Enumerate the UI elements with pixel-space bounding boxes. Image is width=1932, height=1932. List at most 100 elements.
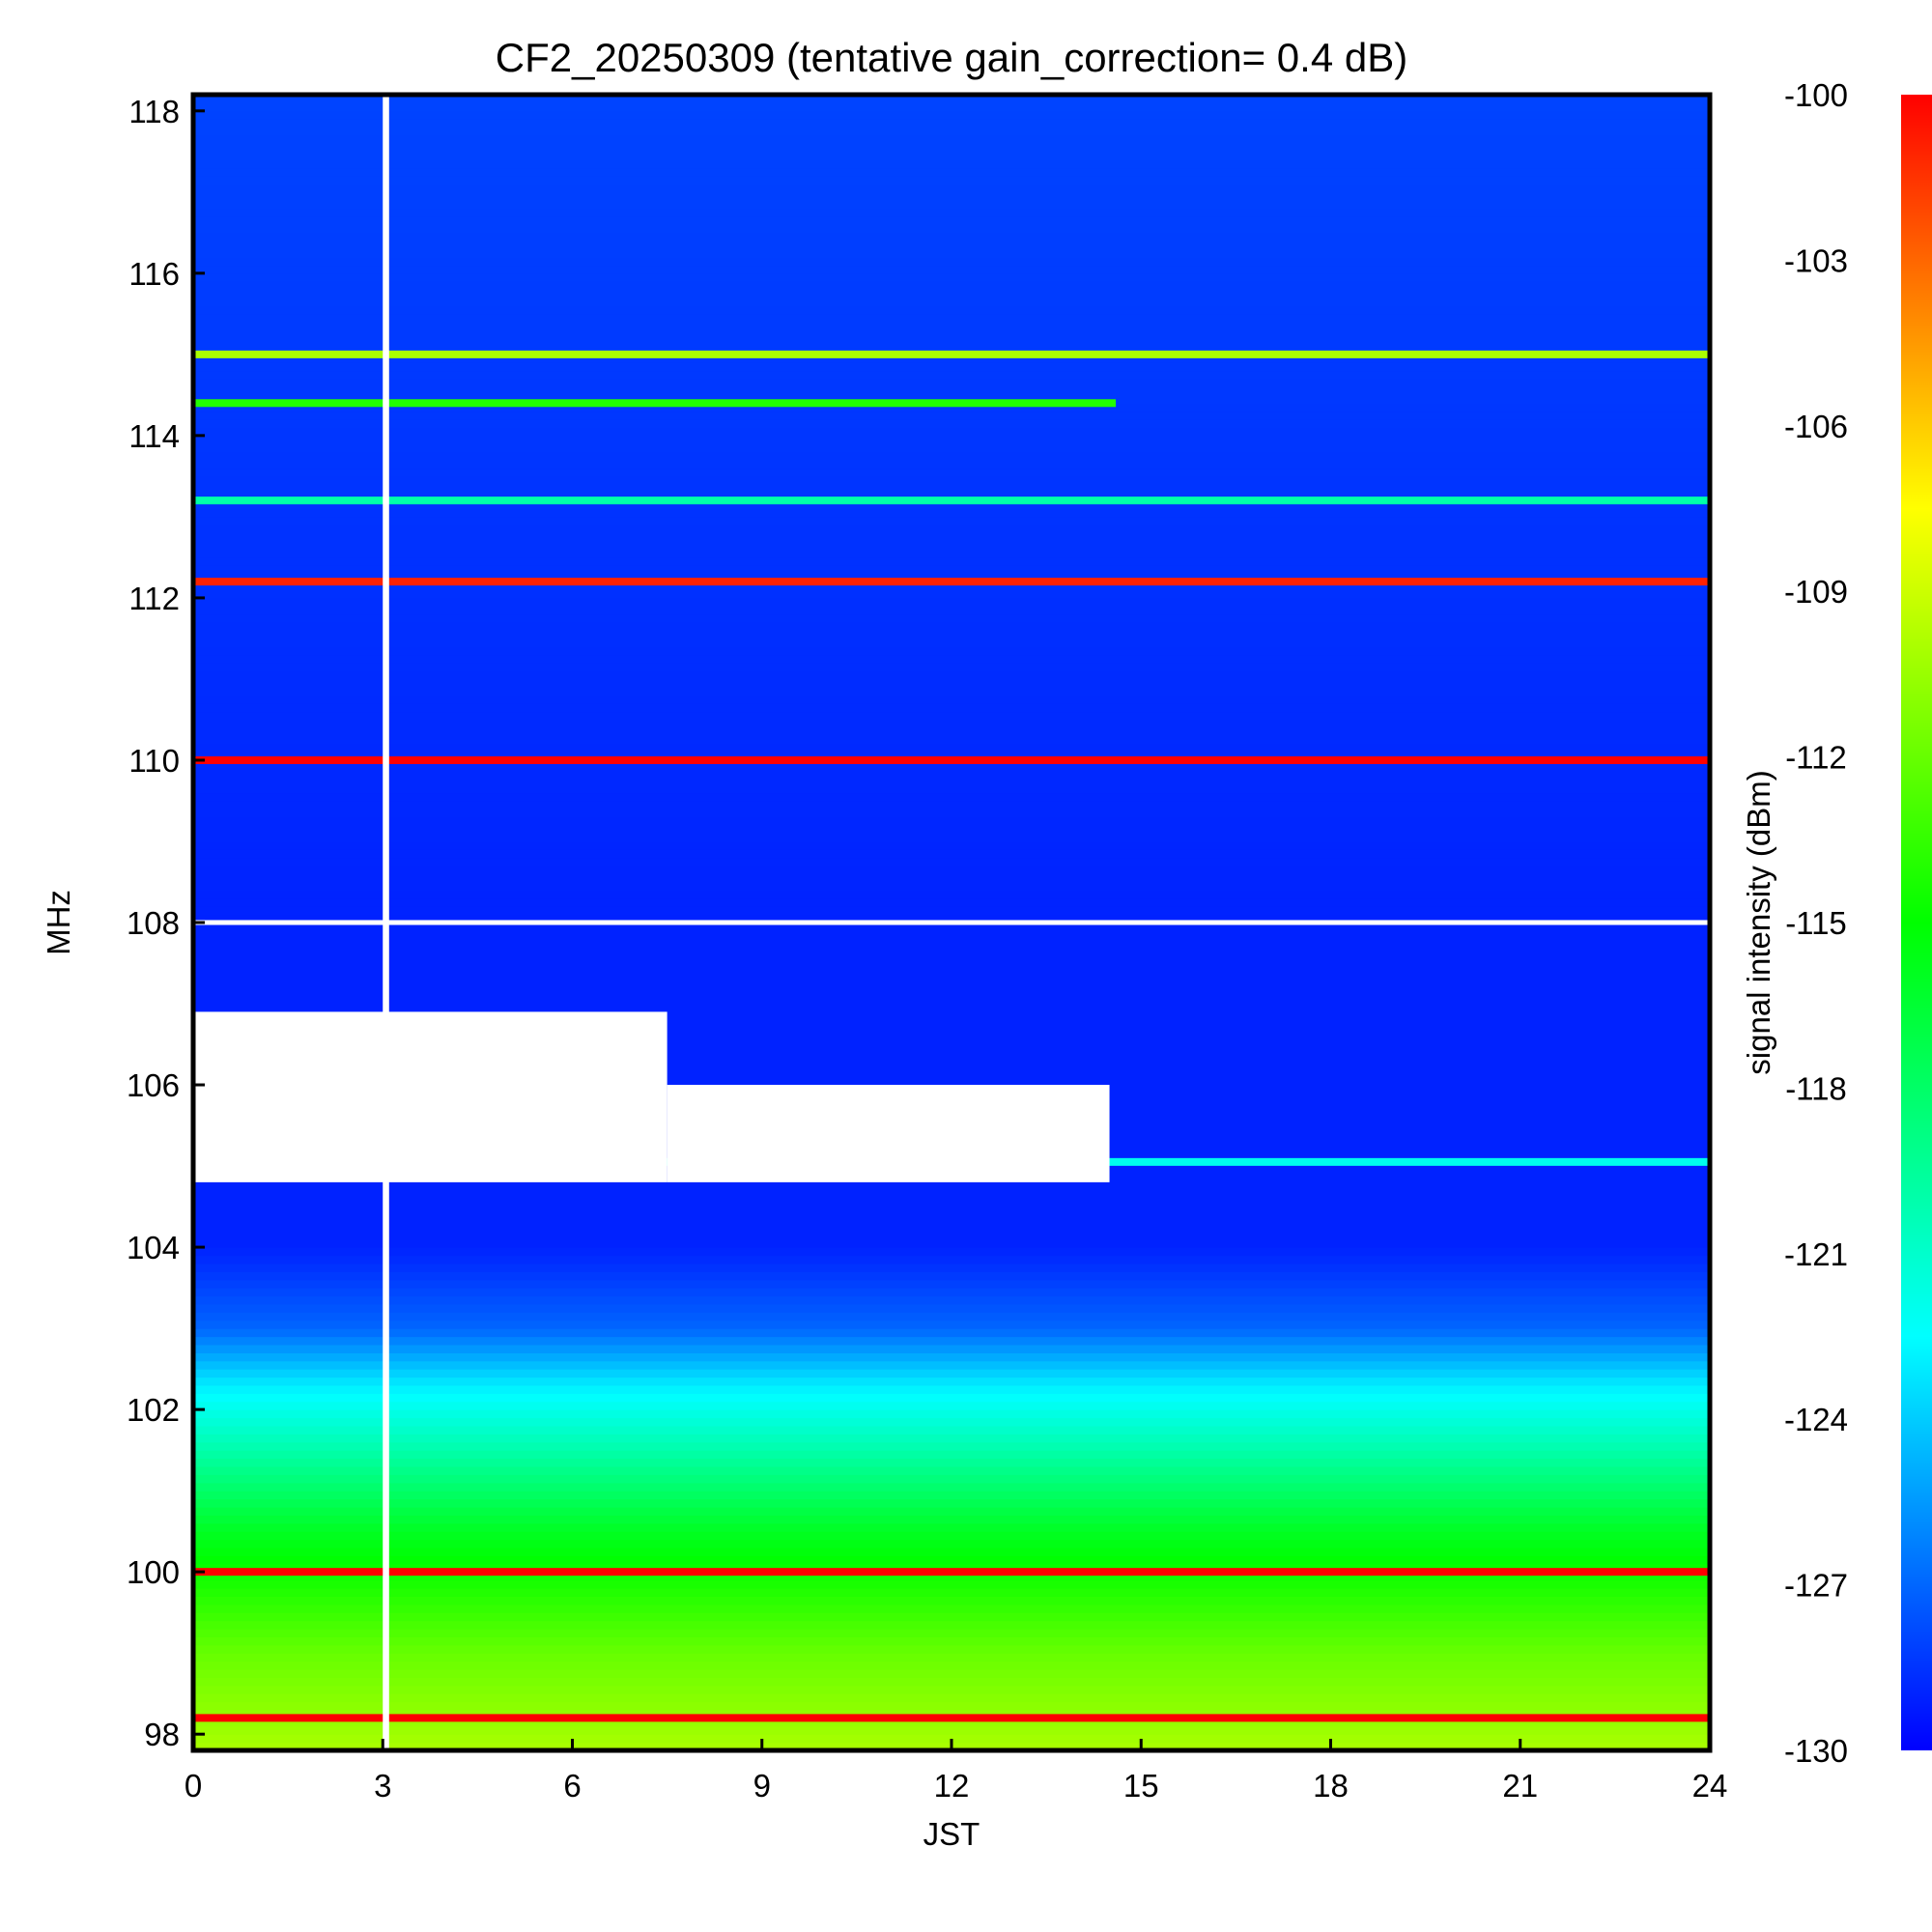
background-band — [193, 914, 1710, 923]
background-band — [193, 305, 1710, 315]
background-band — [193, 1515, 1710, 1524]
background-band — [193, 167, 1710, 177]
x-tick-label: 24 — [1692, 1768, 1728, 1804]
background-band — [193, 589, 1710, 599]
background-band — [193, 954, 1710, 964]
background-band — [193, 1028, 1710, 1037]
background-band — [193, 102, 1710, 112]
background-band — [193, 1434, 1710, 1443]
background-band — [193, 1725, 1710, 1735]
background-band — [193, 897, 1710, 907]
x-tick-label: 12 — [934, 1768, 970, 1804]
x-axis-title: JST — [923, 1816, 980, 1852]
background-band — [193, 313, 1710, 323]
background-band — [193, 947, 1710, 956]
background-band — [193, 1587, 1710, 1597]
background-band — [193, 110, 1710, 120]
background-band — [193, 1636, 1710, 1646]
background-band — [193, 825, 1710, 835]
background-band — [193, 1060, 1710, 1069]
y-tick-label: 118 — [128, 94, 180, 129]
background-band — [193, 1644, 1710, 1654]
background-band — [193, 484, 1710, 494]
background-band — [193, 184, 1710, 193]
y-tick-label: 110 — [128, 743, 180, 779]
background-band — [193, 1685, 1710, 1694]
background-band — [193, 784, 1710, 794]
background-band — [193, 338, 1710, 348]
background-band — [193, 191, 1710, 201]
background-band — [193, 792, 1710, 802]
background-band — [193, 1482, 1710, 1492]
background-band — [193, 654, 1710, 664]
background-band — [193, 1628, 1710, 1637]
background-band — [193, 1668, 1710, 1678]
colorbar-tick-label: -127 — [1784, 1568, 1848, 1604]
background-band — [193, 744, 1710, 753]
background-band — [193, 1222, 1710, 1232]
background-band — [193, 127, 1710, 136]
background-band — [193, 833, 1710, 842]
background-band — [193, 987, 1710, 997]
colorbar-tick-label: -103 — [1784, 242, 1848, 278]
background-band — [193, 719, 1710, 728]
background-band — [193, 1620, 1710, 1630]
y-tick-label: 106 — [127, 1067, 180, 1103]
x-tick-label: 15 — [1123, 1768, 1159, 1804]
background-band — [193, 143, 1710, 153]
background-band — [193, 759, 1710, 769]
background-band — [193, 1612, 1710, 1622]
background-band — [193, 329, 1710, 339]
background-band — [193, 1320, 1710, 1329]
carrier-band — [193, 399, 1117, 408]
background-band — [193, 565, 1710, 575]
colorbar-tick-label: -109 — [1784, 574, 1848, 610]
background-band — [193, 1384, 1710, 1394]
background-band — [193, 1596, 1710, 1605]
y-tick-label: 112 — [128, 581, 180, 616]
background-band — [193, 1344, 1710, 1353]
background-band — [193, 1190, 1710, 1200]
background-band — [193, 1036, 1710, 1045]
background-band — [193, 1360, 1710, 1370]
background-band — [193, 370, 1710, 380]
background-band — [193, 362, 1710, 372]
background-band — [193, 711, 1710, 721]
background-band — [193, 1555, 1710, 1565]
background-band — [193, 1677, 1710, 1687]
carrier-band — [193, 497, 1710, 505]
background-band — [193, 703, 1710, 713]
background-band — [193, 1393, 1710, 1403]
background-band — [193, 923, 1710, 932]
background-band — [193, 816, 1710, 826]
background-band — [193, 1693, 1710, 1703]
x-tick-label: 18 — [1313, 1768, 1349, 1804]
background-band — [193, 938, 1710, 948]
carrier-band — [193, 1568, 1710, 1577]
background-band — [193, 257, 1710, 267]
background-band — [193, 606, 1710, 615]
background-band — [193, 881, 1710, 891]
background-band — [193, 419, 1710, 429]
background-band — [193, 849, 1710, 859]
background-band — [193, 597, 1710, 607]
background-band — [193, 1247, 1710, 1257]
colorbar-tick-label: -124 — [1784, 1402, 1848, 1437]
background-band — [193, 232, 1710, 242]
background-band — [193, 1019, 1710, 1029]
background-band — [193, 216, 1710, 226]
background-band — [193, 475, 1710, 485]
background-band — [193, 1231, 1710, 1240]
background-band — [193, 768, 1710, 778]
colorbar — [1901, 95, 1932, 1750]
background-band — [193, 500, 1710, 510]
colorbar-tick-label: -121 — [1784, 1236, 1848, 1272]
background-band — [193, 1458, 1710, 1467]
background-band — [193, 508, 1710, 518]
blanked-region — [667, 1085, 1110, 1182]
background-band — [193, 1377, 1710, 1386]
colorbar-tick-label: -115 — [1785, 905, 1847, 941]
background-band — [193, 159, 1710, 169]
background-band — [193, 1734, 1710, 1744]
background-band — [193, 532, 1710, 542]
